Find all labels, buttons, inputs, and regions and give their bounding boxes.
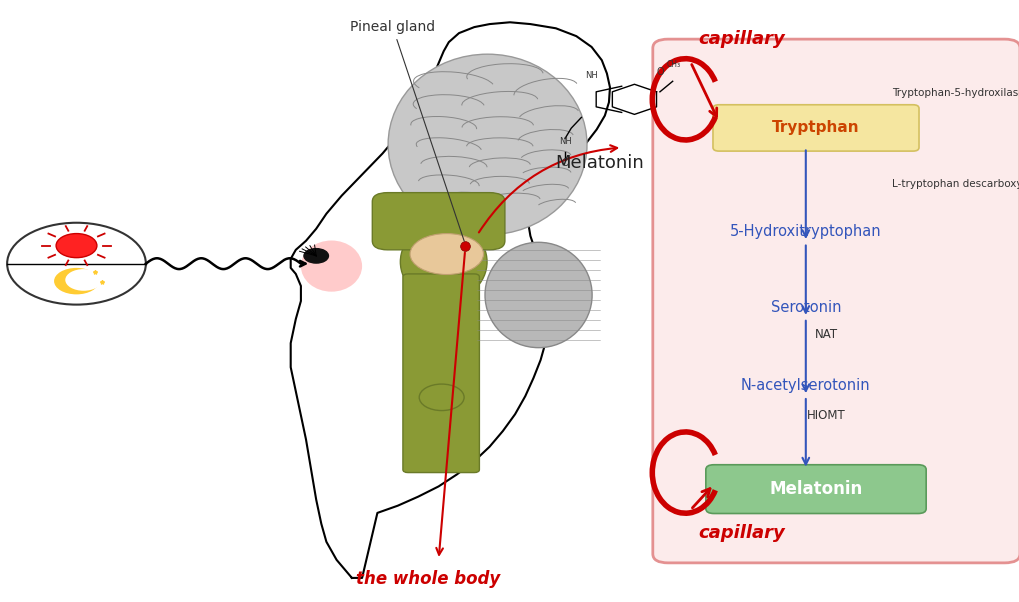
Text: capillary: capillary <box>698 30 785 48</box>
Text: NH: NH <box>558 137 571 146</box>
FancyBboxPatch shape <box>372 193 504 250</box>
Circle shape <box>54 268 99 294</box>
Text: 5-Hydroxitryptophan: 5-Hydroxitryptophan <box>730 225 880 239</box>
Text: Pineal gland: Pineal gland <box>350 20 464 241</box>
Text: NAT: NAT <box>814 327 837 341</box>
FancyBboxPatch shape <box>712 105 918 151</box>
Ellipse shape <box>301 240 362 291</box>
Circle shape <box>7 223 146 305</box>
Text: N-acetylserotonin: N-acetylserotonin <box>740 378 870 393</box>
Text: capillary: capillary <box>698 524 785 542</box>
Circle shape <box>304 249 328 263</box>
Circle shape <box>65 269 102 291</box>
Text: O: O <box>655 67 663 77</box>
Circle shape <box>419 384 464 411</box>
Text: the whole body: the whole body <box>356 570 500 588</box>
Text: HIOMT: HIOMT <box>806 409 845 422</box>
FancyBboxPatch shape <box>403 274 479 473</box>
Text: Melatonin: Melatonin <box>554 154 644 172</box>
Text: O: O <box>560 158 569 167</box>
FancyBboxPatch shape <box>652 39 1019 563</box>
Text: Melatonin: Melatonin <box>768 480 862 498</box>
Ellipse shape <box>485 242 591 348</box>
Text: Tryptophan-5-hydroxilase: Tryptophan-5-hydroxilase <box>892 88 1019 98</box>
Text: L-tryptophan descarboxylase: L-tryptophan descarboxylase <box>892 179 1019 188</box>
Ellipse shape <box>399 223 487 301</box>
FancyArrowPatch shape <box>389 209 482 224</box>
Circle shape <box>56 234 97 258</box>
Text: NH: NH <box>585 71 597 80</box>
FancyBboxPatch shape <box>705 465 925 514</box>
Ellipse shape <box>388 54 587 235</box>
Text: Serotonin: Serotonin <box>769 300 841 314</box>
Ellipse shape <box>410 234 483 275</box>
Text: CH₃: CH₃ <box>666 60 681 69</box>
Text: Tryptphan: Tryptphan <box>771 120 859 135</box>
